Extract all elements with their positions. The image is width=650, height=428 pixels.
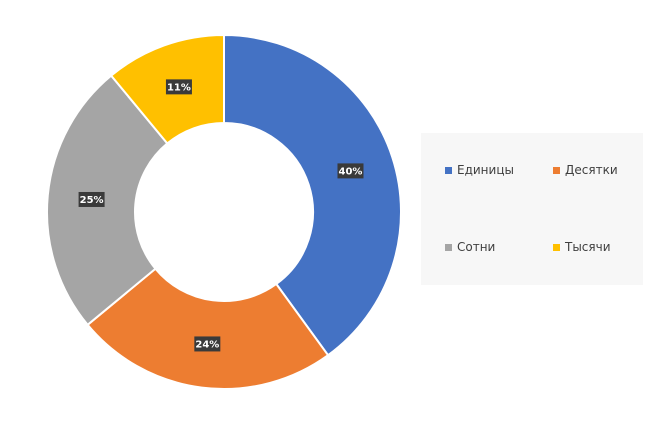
legend-item-units: Единицы xyxy=(445,163,514,177)
legend-label-tens: Десятки xyxy=(565,163,618,177)
legend-swatch-tens xyxy=(553,166,560,174)
donut-slice-hundreds xyxy=(46,74,169,327)
data-label-text-thousands: 11% xyxy=(167,82,191,93)
data-label-text-tens: 24% xyxy=(195,339,219,350)
data-label-tens: 24% xyxy=(194,336,221,352)
data-label-text-units: 40% xyxy=(339,166,363,177)
data-label-box-units xyxy=(337,163,364,179)
legend-item-hundreds: Сотни xyxy=(445,240,495,254)
data-label-hundreds: 25% xyxy=(78,191,105,207)
legend-item-thousands: Тысячи xyxy=(553,240,611,254)
legend-swatch-hundreds xyxy=(445,243,452,251)
data-label-thousands: 11% xyxy=(165,79,192,95)
donut-slice-tens xyxy=(86,267,330,390)
legend-label-units: Единицы xyxy=(457,163,514,177)
data-label-box-thousands xyxy=(165,79,192,95)
data-label-units: 40% xyxy=(337,163,364,179)
donut-slice-units xyxy=(223,33,402,357)
legend-swatch-thousands xyxy=(553,243,560,251)
data-label-text-hundreds: 25% xyxy=(80,195,104,206)
legend: Единицы Десятки Сотни Тысячи xyxy=(421,133,643,285)
legend-swatch-units xyxy=(445,166,452,174)
data-label-box-tens xyxy=(194,336,221,352)
data-labels: 40% 24% 25% 11% xyxy=(78,79,364,352)
legend-label-hundreds: Сотни xyxy=(457,240,496,254)
legend-label-thousands: Тысячи xyxy=(565,240,611,254)
donut-slices xyxy=(46,33,402,390)
data-label-box-hundreds xyxy=(78,191,105,207)
legend-item-tens: Десятки xyxy=(553,163,618,177)
